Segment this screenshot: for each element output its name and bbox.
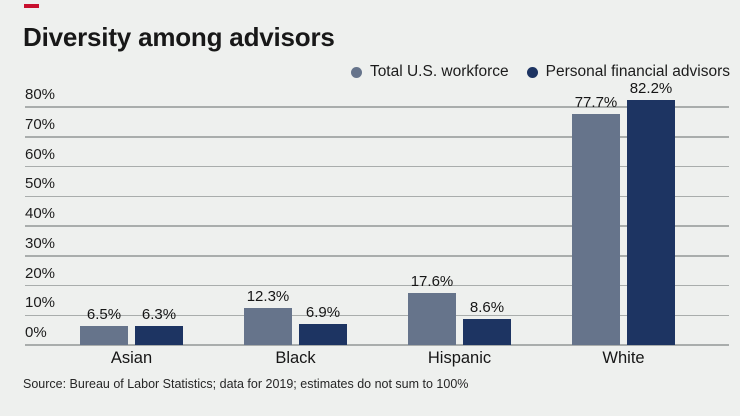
- bar-black-series2: [299, 324, 347, 345]
- x-axis-category-label: White: [602, 349, 645, 367]
- chart-title: Diversity among advisors: [23, 22, 335, 52]
- bar-value-label: 17.6%: [410, 272, 454, 290]
- gridline: [25, 255, 729, 257]
- bar-white-series2: [627, 100, 675, 345]
- y-axis-tick-label: 20%: [25, 264, 56, 282]
- brand-accent-dash: [24, 4, 39, 8]
- y-axis-tick-label: 10%: [25, 294, 56, 312]
- y-axis-tick-label: 80%: [25, 86, 56, 103]
- bar-white-series1: [572, 113, 620, 345]
- gridline: [25, 136, 729, 138]
- y-axis-tick-label: 50%: [25, 175, 56, 193]
- gridline: [25, 314, 729, 316]
- legend-swatch-icon: [350, 66, 362, 78]
- gridline: [25, 106, 729, 108]
- x-axis-category-label: Hispanic: [427, 349, 492, 367]
- gridline: [25, 284, 729, 287]
- bar-value-label: 12.3%: [246, 288, 290, 306]
- y-axis-tick-label: 70%: [25, 115, 56, 133]
- x-axis-category-label: Asian: [110, 349, 153, 367]
- gridline: [25, 225, 729, 227]
- y-axis-tick-label: 40%: [25, 205, 56, 222]
- y-axis-tick-label: 60%: [25, 145, 56, 163]
- legend-swatch-icon: [526, 66, 538, 78]
- bar-asian-series1: [80, 325, 128, 345]
- bar-black-series1: [244, 308, 292, 345]
- bar-value-label: 77.7%: [574, 93, 618, 111]
- gridline: [25, 165, 729, 168]
- bar-value-label: 6.3%: [141, 306, 177, 324]
- bar-value-label: 6.9%: [305, 304, 341, 322]
- bar-value-label: 8.6%: [469, 299, 505, 317]
- bar-value-label: 82.2%: [629, 80, 673, 98]
- y-axis-tick-label: 30%: [25, 234, 56, 252]
- gridline: [25, 195, 729, 197]
- bar-value-label: 6.5%: [86, 305, 122, 323]
- bar-asian-series2: [135, 326, 183, 345]
- legend-item: Total U.S. workforce: [350, 63, 509, 81]
- gridline: [25, 344, 729, 346]
- legend: Total U.S. workforce Personal financial a…: [350, 62, 730, 82]
- x-axis-category-label: Black: [275, 349, 316, 367]
- legend-item: Personal financial advisors: [526, 63, 730, 81]
- source-note: Source: Bureau of Labor Statistics; data…: [23, 377, 469, 391]
- bar-hispanic-series2: [463, 319, 511, 345]
- y-axis-tick-label: 0%: [25, 324, 47, 341]
- bar-hispanic-series1: [408, 292, 456, 345]
- legend-label: Personal financial advisors: [545, 63, 730, 80]
- legend-label: Total U.S. workforce: [369, 63, 509, 80]
